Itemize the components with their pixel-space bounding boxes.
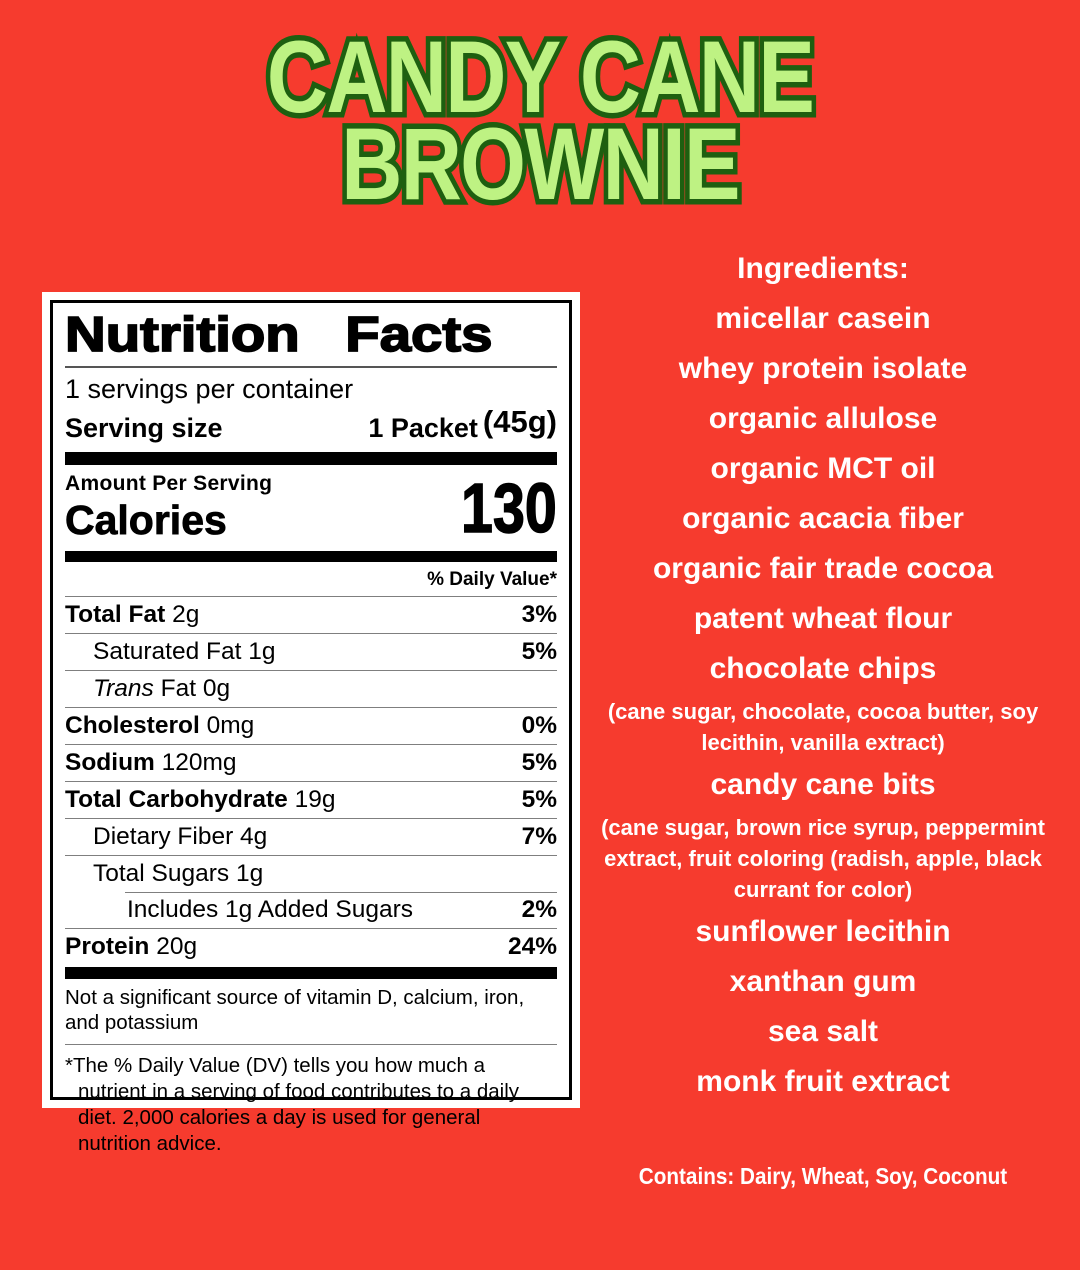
nutrient-name: Cholesterol 0mg [65, 712, 255, 740]
nutrient-daily-value: 3% [521, 601, 557, 629]
allergen-contains-line: Contains: Dairy, Wheat, Soy, Coconut [638, 1163, 1008, 1189]
nutrient-row: Protein 20g 24% [65, 928, 557, 965]
nutrient-row: Includes 1g Added Sugars 2% [65, 892, 557, 928]
ingredient-item: micellar casein [715, 302, 931, 335]
nutrient-row: Dietary Fiber 4g 7% [65, 818, 557, 855]
calories-label: Calories [65, 497, 228, 543]
nutrition-facts-panel: Nutrition Facts 1 servings per container… [42, 292, 580, 1155]
nutrient-name: Saturated Fat 1g [93, 638, 276, 666]
serving-size-weight: (45g) [482, 404, 557, 439]
ingredient-item: candy cane bits [710, 768, 936, 801]
title-divider [65, 366, 557, 368]
product-title-line-2: BROWNIE [92, 113, 988, 215]
ingredient-item: whey protein isolate [678, 352, 968, 385]
nutrient-row: Total Sugars 1g [65, 855, 557, 892]
nutrition-facts-title: Nutrition Facts [64, 308, 493, 362]
not-significant-footnote: Not a significant source of vitamin D, c… [65, 986, 525, 1034]
amount-per-serving-label: Amount Per Serving [65, 472, 273, 495]
thick-bar [65, 967, 557, 980]
daily-value-header: % Daily Value* [427, 569, 557, 591]
nutrient-row: Trans Fat 0g [65, 670, 557, 707]
nutrient-name: Dietary Fiber 4g [93, 823, 268, 851]
nutrition-facts-inner: Nutrition Facts 1 servings per container… [50, 300, 572, 1155]
nutrient-name: Protein 20g [65, 933, 198, 961]
nutrient-daily-value: 0% [521, 712, 557, 740]
thick-bar [65, 452, 557, 465]
product-title: CANDY CANE BROWNIE [0, 26, 1080, 215]
daily-value-footnote: *The % Daily Value (DV) tells you how mu… [65, 1054, 520, 1155]
nutrient-daily-value: 24% [507, 933, 557, 961]
ingredients-heading: Ingredients: [737, 252, 909, 285]
ingredient-item: xanthan gum [729, 965, 917, 998]
nutrient-daily-value: 7% [521, 823, 557, 851]
nutrient-name: Total Carbohydrate 19g [65, 786, 336, 814]
ingredient-item: (cane sugar, chocolate, cocoa butter, so… [607, 699, 1039, 755]
nutrient-daily-value: 5% [521, 786, 557, 814]
ingredients-list: micellar casein whey protein isolate organ… [588, 294, 1058, 1107]
ingredient-item: chocolate chips [709, 652, 937, 685]
ingredient-item: organic acacia fiber [682, 502, 964, 535]
calories-value: 130 [461, 469, 558, 548]
nutrient-daily-value: 5% [521, 749, 557, 777]
ingredient-item: monk fruit extract [696, 1065, 950, 1098]
ingredient-item: sea salt [767, 1015, 879, 1048]
nutrient-row: Cholesterol 0mg 0% [65, 707, 557, 744]
nutrient-name: Trans Fat 0g [93, 675, 231, 703]
ingredient-item: patent wheat flour [693, 602, 953, 635]
thick-bar [65, 551, 557, 563]
serving-size-value: 1 Packet [368, 413, 478, 443]
ingredients-column: Ingredients: micellar casein whey protein… [588, 244, 1058, 1190]
ingredient-item: sunflower lecithin [695, 915, 951, 948]
servings-per-container: 1 servings per container [65, 374, 354, 404]
nutrient-name: Total Fat 2g [65, 601, 200, 629]
calories-block: Amount Per Serving Calories 130 [65, 465, 558, 551]
ingredient-item: organic MCT oil [710, 452, 936, 485]
nutrient-row: Sodium 120mg 5% [65, 744, 557, 781]
nutrient-rows: Total Fat 2g 3% Saturated Fat 1g 5% Trans Fa… [65, 596, 557, 965]
serving-size-row: Serving size 1 Packet (45g) [65, 404, 557, 452]
nutrient-row: Saturated Fat 1g 5% [65, 633, 557, 670]
ingredient-item: organic allulose [708, 402, 938, 435]
ingredient-item: (cane sugar, brown rice syrup, peppermin… [601, 815, 1045, 902]
nutrient-name: Sodium 120mg [65, 749, 237, 777]
nutrient-name: Total Sugars 1g [93, 860, 264, 888]
serving-size-value-group: 1 Packet (45g) [368, 404, 557, 445]
nutrient-row: Total Carbohydrate 19g 5% [65, 781, 557, 818]
serving-size-label: Serving size [65, 413, 223, 443]
nutrient-name: Includes 1g Added Sugars [127, 896, 414, 924]
product-title-line-1: CANDY CANE [92, 26, 988, 128]
footnote-divider [65, 1044, 557, 1046]
ingredient-item: organic fair trade cocoa [652, 552, 994, 585]
nutrient-daily-value: 2% [521, 896, 557, 924]
nutrient-row: Total Fat 2g 3% [65, 596, 557, 633]
nutrient-daily-value: 5% [521, 638, 557, 666]
